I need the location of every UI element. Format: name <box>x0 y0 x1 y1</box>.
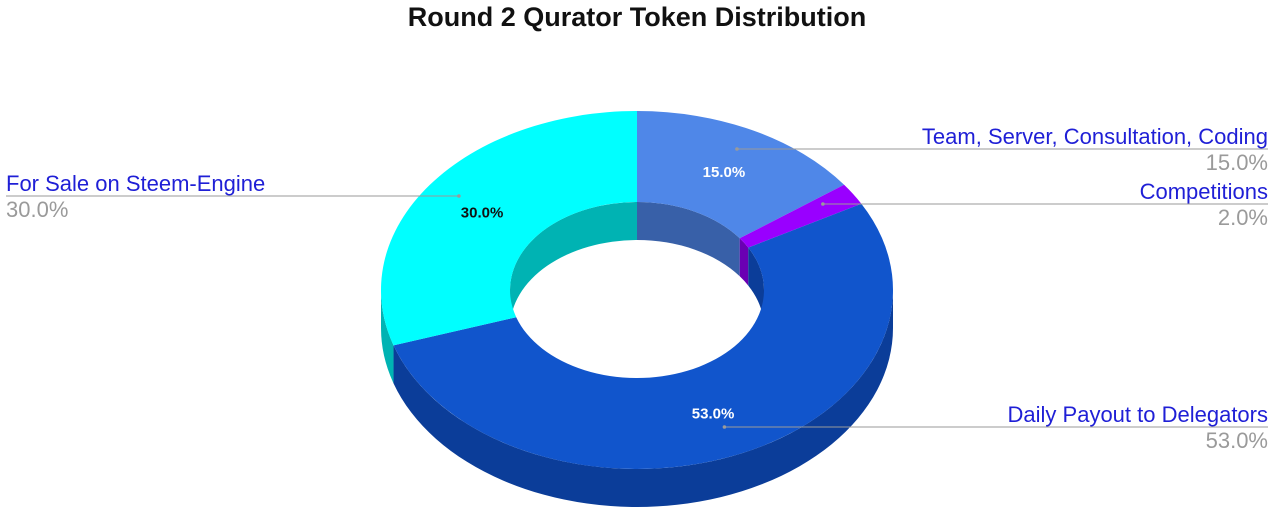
label-name-team-server-consultation-coding: Team, Server, Consultation, Coding <box>922 124 1268 149</box>
label-name-for-sale-on-steem-engine: For Sale on Steem-Engine <box>6 171 265 196</box>
side-wall-daily-payout-to-delegators <box>393 290 893 507</box>
leader-dot-competitions <box>821 202 825 206</box>
slice-team-server-consultation-coding <box>637 111 845 239</box>
donut-inner-wall <box>510 202 764 328</box>
label-name-daily-payout-to-delegators: Daily Payout to Delegators <box>1008 402 1268 427</box>
leader-dot-team-server-consultation-coding <box>735 147 739 151</box>
label-percent-team-server-consultation-coding: 15.0% <box>1206 150 1268 175</box>
donut-slices <box>381 111 893 469</box>
slice-percent-daily-payout-to-delegators: 53.0% <box>692 406 735 423</box>
label-percent-for-sale-on-steem-engine: 30.0% <box>6 197 68 222</box>
slice-competitions <box>739 184 862 248</box>
label-name-competitions: Competitions <box>1140 179 1268 204</box>
inner-wall-daily-payout-to-delegators <box>748 247 764 328</box>
inner-wall-for-sale-on-steem-engine <box>510 202 637 328</box>
side-wall-for-sale-on-steem-engine <box>381 290 394 384</box>
outside-labels: Team, Server, Consultation, Coding15.0%C… <box>6 124 1268 453</box>
label-percent-competitions: 2.0% <box>1218 205 1268 230</box>
inner-wall-competitions <box>739 238 749 286</box>
leader-dot-daily-payout-to-delegators <box>722 425 727 429</box>
slice-percent-team-server-consultation-coding: 15.0% <box>703 164 746 181</box>
slice-percent-for-sale-on-steem-engine: 30.0% <box>461 205 504 222</box>
chart-title: Round 2 Qurator Token Distribution <box>408 2 867 32</box>
slice-daily-payout-to-delegators <box>393 203 893 469</box>
leader-lines <box>6 147 1268 429</box>
label-percent-daily-payout-to-delegators: 53.0% <box>1206 428 1268 453</box>
slice-for-sale-on-steem-engine <box>381 111 637 346</box>
donut-sides <box>381 290 893 507</box>
leader-dot-for-sale-on-steem-engine <box>457 194 461 198</box>
inner-wall-team-server-consultation-coding <box>637 202 740 277</box>
slice-percent-labels: 15.0% 53.0% 30.0% <box>461 164 745 422</box>
